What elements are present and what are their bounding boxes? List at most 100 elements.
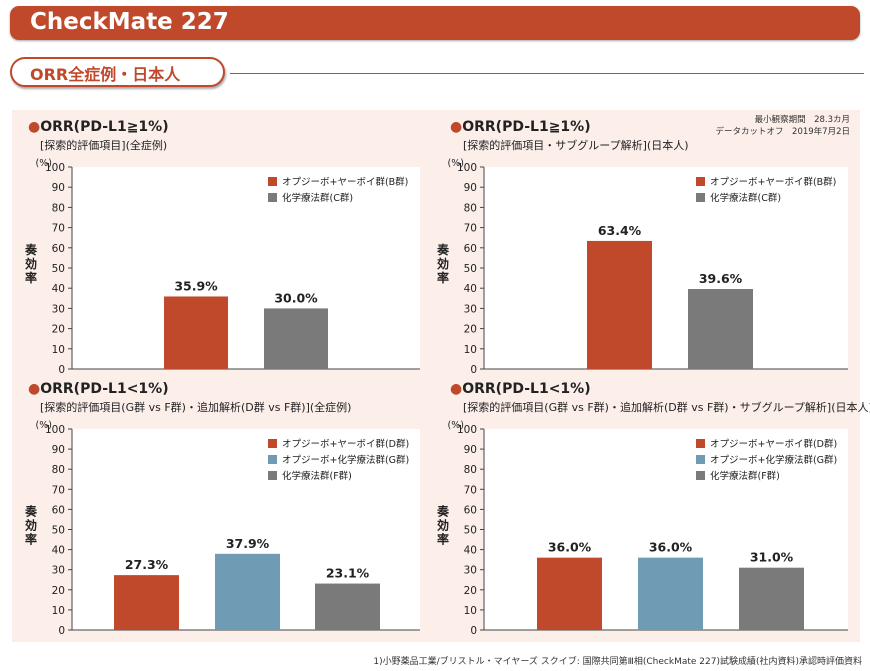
legend-swatch <box>268 455 277 464</box>
legend-label: オプジーボ+ヤーボイ群(B群) <box>282 176 408 188</box>
chart-title: ●ORR(PD-L1≧1%) <box>450 119 591 135</box>
y-tick-label: 50 <box>52 525 65 537</box>
y-tick-label: 70 <box>464 223 477 235</box>
legend-label: 化学療法群(C群) <box>710 192 781 204</box>
y-tick-label: 80 <box>464 202 477 214</box>
y-axis-label: 効 <box>437 256 449 271</box>
observation-period: 最小観察期間 28.3カ月 <box>754 115 850 125</box>
legend-swatch <box>696 193 705 202</box>
y-tick-label: 40 <box>52 545 65 557</box>
title-bullet: ● <box>450 381 462 397</box>
chart-subtitle: [探索的評価項目(G群 vs F群)・追加解析(D群 vs F群)・サブグループ… <box>463 400 870 414</box>
bar-value-label: 63.4% <box>598 223 642 238</box>
title-bullet: ● <box>28 119 40 135</box>
y-tick-label: 100 <box>45 162 65 174</box>
bar <box>638 557 703 630</box>
y-tick-label: 80 <box>464 464 477 476</box>
plot-area <box>484 167 848 369</box>
y-tick-label: 90 <box>464 182 477 194</box>
legend-label: オプジーボ+化学療法群(G群) <box>282 454 409 466</box>
data-cutoff: データカットオフ 2019年7月2日 <box>715 127 850 137</box>
section-title: ORR全症例・日本人 <box>30 65 181 84</box>
y-axis-label: 率 <box>25 270 37 285</box>
title-bullet: ● <box>450 119 462 135</box>
title-text: ORR(PD-L1<1%) <box>462 381 590 397</box>
y-tick-label: 10 <box>52 344 65 356</box>
y-tick-label: 30 <box>52 303 65 315</box>
y-axis-label: 効 <box>437 518 449 533</box>
y-tick-label: 40 <box>464 283 477 295</box>
y-axis-label: 奏 <box>24 242 38 257</box>
bar-value-label: 36.0% <box>548 540 592 555</box>
y-tick-label: 40 <box>52 283 65 295</box>
legend-swatch <box>696 471 705 480</box>
y-tick-label: 0 <box>58 625 65 637</box>
y-axis-label: 率 <box>437 270 449 285</box>
y-tick-label: 20 <box>52 585 65 597</box>
y-unit-label: (%) <box>36 420 52 431</box>
chart-subtitle: [探索的評価項目・サブグループ解析](日本人) <box>463 138 689 152</box>
y-tick-label: 70 <box>52 223 65 235</box>
bar <box>587 240 652 369</box>
y-tick-label: 0 <box>470 364 477 376</box>
legend-label: 化学療法群(F群) <box>282 470 352 482</box>
y-tick-label: 30 <box>464 303 477 315</box>
y-axis-label: 率 <box>437 532 449 547</box>
y-tick-label: 100 <box>457 162 477 174</box>
y-tick-label: 20 <box>464 585 477 597</box>
y-tick-label: 50 <box>52 263 65 275</box>
y-unit-label: (%) <box>448 420 464 431</box>
chart-title: ●ORR(PD-L1≧1%) <box>28 119 169 135</box>
chart-title: ●ORR(PD-L1<1%) <box>28 381 169 397</box>
y-tick-label: 30 <box>52 565 65 577</box>
bar-value-label: 35.9% <box>174 278 218 293</box>
bar <box>114 575 179 630</box>
legend-swatch <box>268 177 277 186</box>
y-tick-label: 30 <box>464 565 477 577</box>
y-axis-label: 奏 <box>436 504 450 519</box>
y-tick-label: 10 <box>464 344 477 356</box>
y-tick-label: 60 <box>464 504 477 516</box>
legend-label: オプジーボ+化学療法群(G群) <box>710 454 837 466</box>
bar-value-label: 23.1% <box>326 566 370 581</box>
y-tick-label: 0 <box>470 625 477 637</box>
legend-swatch <box>268 193 277 202</box>
y-tick-label: 70 <box>52 484 65 496</box>
footnote: 1)小野薬品工業/ブリストル・マイヤーズ スクイブ: 国際共同第Ⅲ相(Check… <box>373 657 862 667</box>
bar <box>164 296 228 369</box>
y-tick-label: 50 <box>464 263 477 275</box>
y-axis-label: 効 <box>25 256 37 271</box>
title-text: ORR(PD-L1≧1%) <box>462 119 590 135</box>
y-tick-label: 80 <box>52 464 65 476</box>
y-tick-label: 40 <box>464 545 477 557</box>
y-tick-label: 10 <box>52 605 65 617</box>
y-tick-label: 50 <box>464 525 477 537</box>
y-axis-label: 奏 <box>436 242 450 257</box>
legend-swatch <box>268 471 277 480</box>
y-unit-label: (%) <box>448 158 464 169</box>
title-bullet: ● <box>28 381 40 397</box>
legend-swatch <box>268 439 277 448</box>
y-tick-label: 20 <box>52 324 65 336</box>
chart-title: ●ORR(PD-L1<1%) <box>450 381 591 397</box>
y-unit-label: (%) <box>36 158 52 169</box>
y-tick-label: 0 <box>58 364 65 376</box>
page-title: CheckMate 227 <box>30 9 229 35</box>
y-tick-label: 90 <box>52 182 65 194</box>
y-axis-label: 効 <box>25 518 37 533</box>
bar-value-label: 30.0% <box>274 290 318 305</box>
bar-value-label: 36.0% <box>649 540 693 555</box>
title-text: ORR(PD-L1≧1%) <box>40 119 168 135</box>
bar <box>315 583 380 630</box>
y-tick-label: 100 <box>45 424 65 436</box>
y-tick-label: 80 <box>52 202 65 214</box>
bar-value-label: 37.9% <box>226 536 270 551</box>
y-tick-label: 90 <box>464 444 477 456</box>
bar <box>739 567 804 630</box>
bar-value-label: 39.6% <box>699 271 743 286</box>
header-banner: CheckMate 227 <box>10 6 860 40</box>
legend-swatch <box>696 455 705 464</box>
legend-swatch <box>696 439 705 448</box>
y-tick-label: 60 <box>52 504 65 516</box>
